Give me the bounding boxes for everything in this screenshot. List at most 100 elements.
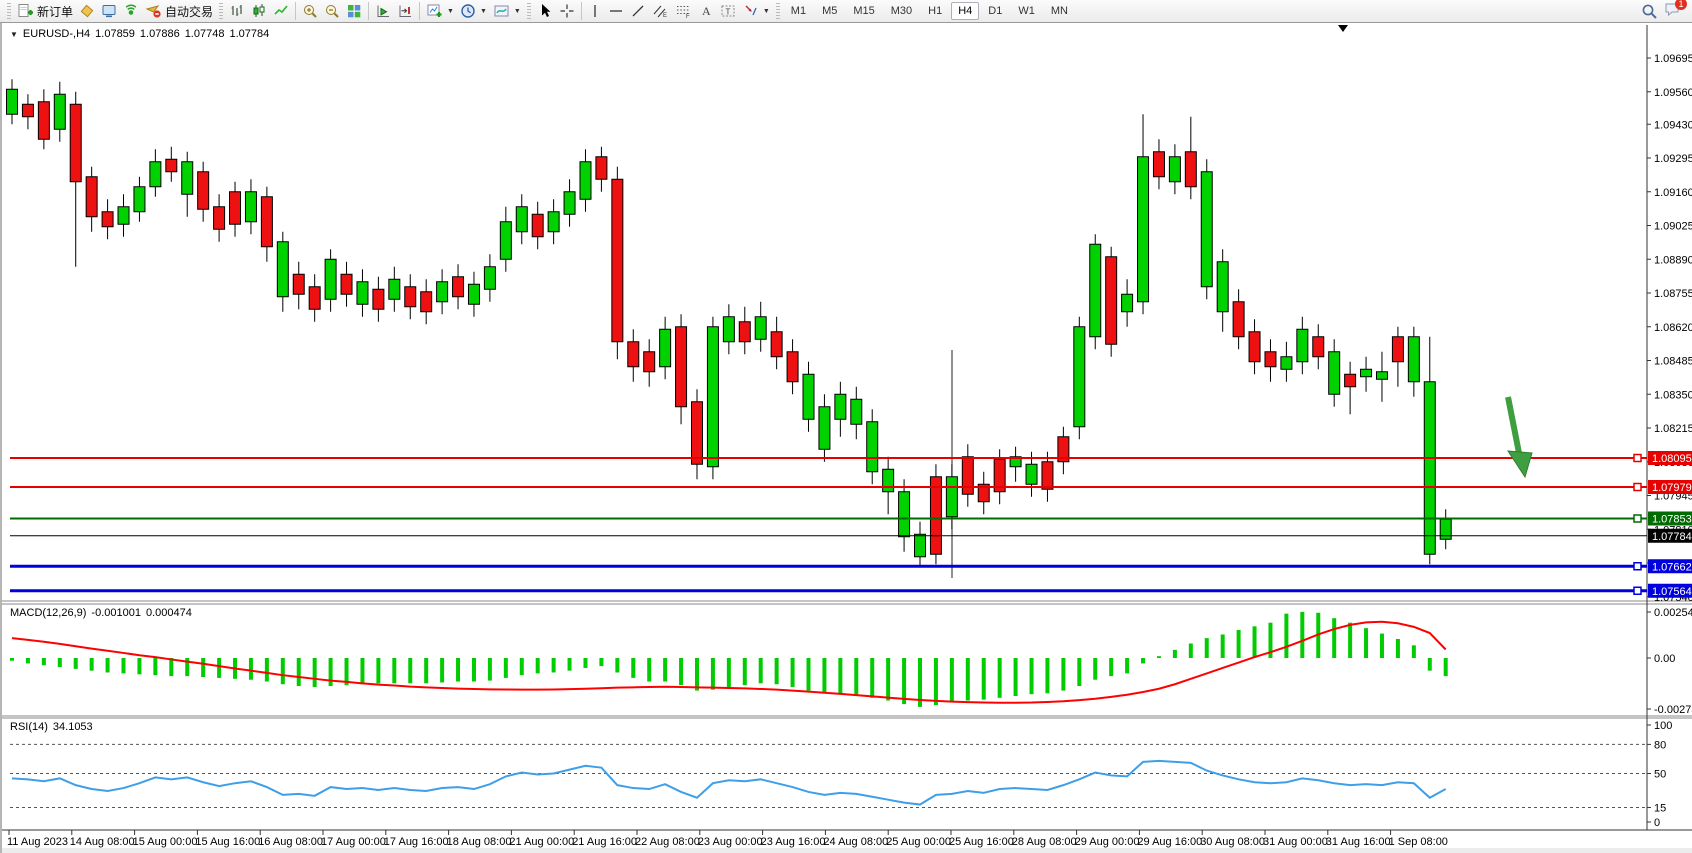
- rsi-value: 34.1053: [52, 721, 93, 733]
- notifications-button[interactable]: 1: [1664, 0, 1687, 23]
- svg-text:F: F: [686, 14, 690, 19]
- hline-handle[interactable]: [1633, 586, 1642, 595]
- bear-candle: [197, 171, 210, 210]
- toolbar-gripper: [775, 3, 780, 19]
- bull-candle: [914, 533, 927, 558]
- metaeditor-button[interactable]: [76, 1, 98, 22]
- bear-candle: [340, 273, 353, 295]
- bull-candle: [499, 221, 512, 260]
- time-tick-label: 31 Aug 00:00: [1263, 836, 1328, 848]
- price-line-label: 1.07784: [1652, 531, 1692, 543]
- timeframe-W1[interactable]: W1: [1018, 5, 1035, 17]
- hline-handle[interactable]: [1633, 514, 1642, 523]
- metaeditor-icon: [80, 4, 94, 18]
- svg-text:E: E: [663, 13, 667, 19]
- bar-chart-button[interactable]: [226, 1, 248, 22]
- terminal-button[interactable]: [98, 1, 120, 22]
- rsi-axis-label: 100: [1654, 720, 1672, 732]
- timeframe-M15[interactable]: M15: [853, 5, 875, 17]
- timeframe-M5[interactable]: M5: [822, 5, 838, 17]
- text-tool-button[interactable]: A: [695, 1, 717, 22]
- auto-scroll-button[interactable]: [372, 1, 394, 22]
- fibonacci-tool-button[interactable]: F: [672, 1, 695, 22]
- time-tick-label: 25 Aug 00:00: [886, 836, 951, 848]
- bear-candle: [1041, 461, 1054, 490]
- vline-tool-button[interactable]: [585, 1, 605, 22]
- toolbar-separator: [295, 2, 297, 20]
- trendline-tool-button[interactable]: [627, 1, 649, 22]
- bear-candle: [213, 206, 226, 230]
- timeframe-D1[interactable]: D1: [988, 5, 1003, 17]
- bar-chart-icon: [231, 5, 242, 16]
- bear-candle: [229, 191, 242, 225]
- timeframe-toolbar: M1 M5 M15 M30 H1 H4 D1 W1 MN: [783, 2, 1076, 20]
- chart-shift-button[interactable]: [394, 1, 416, 22]
- time-tick-label: 14 Aug 08:00: [70, 836, 135, 848]
- bull-candle: [1328, 351, 1341, 395]
- macd-axis-label: 0.002543: [1654, 607, 1692, 619]
- time-tick-label: 11 Aug 2023: [7, 836, 68, 848]
- cursor-tool-button[interactable]: [534, 1, 556, 22]
- candlestick-button[interactable]: [248, 1, 270, 22]
- bull-candle: [866, 421, 879, 473]
- bear-candle: [260, 196, 273, 248]
- zoom-out-button[interactable]: [321, 1, 343, 22]
- crosshair-icon: [560, 4, 574, 18]
- time-tick-label: 15 Aug 00:00: [133, 836, 198, 848]
- bull-candle: [244, 191, 257, 223]
- hline-handle[interactable]: [1633, 453, 1642, 463]
- bull-candle: [53, 93, 66, 130]
- label-tool-icon: T: [721, 5, 735, 17]
- indicators-dropdown[interactable]: ▼: [423, 1, 457, 22]
- timeframe-M1[interactable]: M1: [790, 5, 807, 17]
- notification-badge: 1: [1675, 0, 1687, 10]
- channel-tool-button[interactable]: E: [649, 1, 672, 22]
- timeframe-M30[interactable]: M30: [890, 5, 913, 17]
- bull-candle: [1073, 326, 1086, 428]
- price-tick-label: 1.08485: [1654, 356, 1692, 368]
- time-tick-label: 31 Aug 16:00: [1326, 836, 1391, 848]
- timeframe-H4[interactable]: H4: [951, 2, 980, 20]
- periods-dropdown[interactable]: ▼: [457, 1, 490, 22]
- arrow-annotation[interactable]: [1505, 396, 1533, 479]
- zoom-in-button[interactable]: [299, 1, 321, 22]
- bull-candle: [563, 191, 576, 215]
- search-icon[interactable]: [1641, 3, 1658, 20]
- hline-tool-button[interactable]: [605, 1, 627, 22]
- price-tick-label: 1.09025: [1654, 221, 1692, 233]
- fibonacci-tool-icon: F: [676, 6, 690, 19]
- hline-handle[interactable]: [1633, 562, 1642, 571]
- time-tick-label: 22 Aug 08:00: [635, 836, 700, 848]
- toolbar-separator: [368, 2, 370, 20]
- symbol-dropdown-icon[interactable]: ▼: [10, 29, 18, 39]
- autotrading-button[interactable]: 自动交易: [142, 1, 216, 22]
- hline-handle[interactable]: [1633, 482, 1642, 492]
- bull-candle: [1009, 456, 1022, 468]
- bull-candle: [547, 211, 560, 233]
- text-tool-icon: A: [702, 4, 711, 18]
- timeframe-H1[interactable]: H1: [928, 5, 943, 17]
- hline-tool-icon: [609, 10, 622, 12]
- bull-candle: [149, 161, 162, 188]
- bear-candle: [786, 351, 799, 383]
- new-order-button[interactable]: 新订单: [14, 1, 76, 22]
- bear-candle: [85, 176, 98, 218]
- time-tick-label: 16 Aug 08:00: [258, 836, 323, 848]
- toolbar: 新订单 自动交易: [0, 0, 1692, 23]
- templates-dropdown[interactable]: ▼: [490, 1, 524, 22]
- bull-candle: [324, 258, 337, 300]
- crosshair-tool-button[interactable]: [556, 1, 578, 22]
- signals-button[interactable]: [120, 1, 142, 22]
- price-tick-label: 1.08890: [1654, 254, 1692, 266]
- tile-windows-button[interactable]: [343, 1, 365, 22]
- bear-candle: [627, 341, 640, 368]
- label-tool-button[interactable]: T: [717, 1, 740, 22]
- macd-name: MACD(12,26,9): [10, 607, 87, 619]
- bull-candle: [1168, 156, 1181, 183]
- chart-canvas[interactable]: 0.002543 0.00 -0.002733 100 80 50 15 0 1.09695 1.…: [2, 23, 1692, 853]
- line-chart-button[interactable]: [270, 1, 292, 22]
- timeframe-MN[interactable]: MN: [1050, 5, 1068, 17]
- arrows-tool-dropdown[interactable]: ▼: [740, 1, 773, 22]
- price-line-label: 1.07662: [1652, 561, 1692, 573]
